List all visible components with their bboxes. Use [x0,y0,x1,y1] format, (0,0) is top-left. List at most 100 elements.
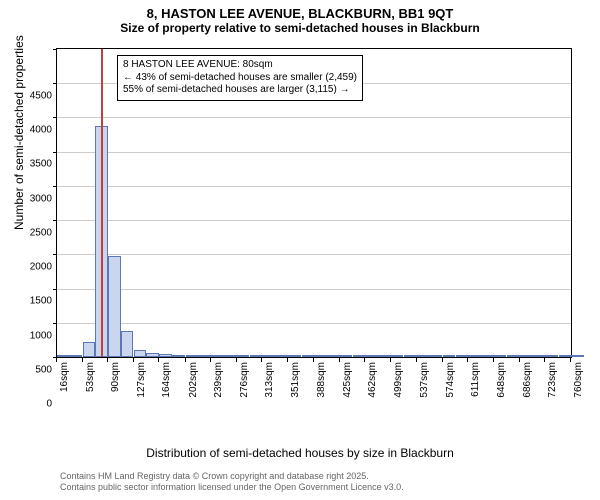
xtick-mark [56,358,57,362]
histogram-bar [288,355,301,357]
gridline-h [57,152,571,153]
ytick-mark [53,186,57,187]
ytick-label: 500 [12,364,52,375]
xtick-mark [313,358,314,362]
histogram-bar [69,355,82,357]
annotation-box: 8 HASTON LEE AVENUE: 80sqm ← 43% of semi… [117,55,363,101]
annotation-line-1: 8 HASTON LEE AVENUE: 80sqm [123,59,357,72]
histogram-bar [146,353,159,357]
ytick-label: 3500 [12,159,52,170]
ytick-mark [53,83,57,84]
xtick-mark [442,358,443,362]
annotation-line-3: 55% of semi-detached houses are larger (… [123,84,357,97]
xtick-mark [390,358,391,362]
histogram-bar [121,331,134,357]
histogram-bar [353,355,366,357]
xtick-label: 499sqm [393,362,404,398]
xtick-label: 686sqm [522,362,533,398]
histogram-bar [378,355,391,357]
xtick-mark [339,358,340,362]
ytick-mark [53,289,57,290]
xtick-label: 537sqm [419,362,430,398]
histogram-bar [340,355,353,357]
histogram-bar [108,256,121,357]
histogram-bar [275,355,288,357]
xtick-label: 648sqm [496,362,507,398]
xtick-label: 53sqm [85,362,96,392]
histogram-bar [237,355,250,357]
xtick-mark [519,358,520,362]
histogram-bar [134,350,147,357]
histogram-bar [224,355,237,357]
gridline-h [57,220,571,221]
histogram-bar [456,355,469,357]
property-marker-line [101,49,103,357]
xtick-label: 351sqm [290,362,301,398]
xtick-label: 388sqm [316,362,327,398]
gridline-h [57,186,571,187]
xtick-label: 760sqm [573,362,584,398]
xtick-mark [570,358,571,362]
histogram-bar [211,355,224,357]
chart-title: 8, HASTON LEE AVENUE, BLACKBURN, BB1 9QT [0,0,600,21]
annotation-line-2: ← 43% of semi-detached houses are smalle… [123,72,357,85]
xtick-label: 611sqm [470,362,481,397]
histogram-bar [186,355,199,357]
xtick-label: 239sqm [213,362,224,398]
xtick-label: 16sqm [59,362,70,392]
xtick-label: 462sqm [367,362,378,398]
xtick-mark [185,358,186,362]
xtick-mark [416,358,417,362]
ytick-mark [53,49,57,50]
histogram-bar [250,355,263,357]
histogram-bar [545,355,558,357]
xtick-mark [158,358,159,362]
xtick-label: 574sqm [445,362,456,398]
histogram-bar [57,355,70,357]
xtick-label: 90sqm [110,362,121,392]
ytick-label: 2000 [12,262,52,273]
footer-line-1: Contains HM Land Registry data © Crown c… [60,471,404,483]
xtick-mark [210,358,211,362]
ytick-mark [53,323,57,324]
histogram-bar [468,355,481,357]
xtick-mark [236,358,237,362]
footer-attribution: Contains HM Land Registry data © Crown c… [60,471,404,494]
xtick-label: 276sqm [239,362,250,398]
xtick-label: 723sqm [547,362,558,398]
histogram-bar [302,355,315,357]
ytick-label: 3000 [12,193,52,204]
ytick-mark [53,117,57,118]
histogram-bar [172,355,185,357]
xtick-mark [364,358,365,362]
ytick-label: 4000 [12,125,52,136]
xtick-mark [467,358,468,362]
xtick-mark [82,358,83,362]
ytick-mark [53,254,57,255]
ytick-mark [53,220,57,221]
gridline-h [57,323,571,324]
xtick-label: 202sqm [188,362,199,398]
histogram-bar [494,355,507,357]
histogram-bar [365,355,378,357]
histogram-bar [532,355,545,357]
xtick-mark [544,358,545,362]
xtick-label: 164sqm [161,362,172,398]
histogram-bar [83,342,96,357]
histogram-bar [327,355,340,357]
plot-area: 8 HASTON LEE AVENUE: 80sqm ← 43% of semi… [56,48,572,418]
ytick-label: 1000 [12,330,52,341]
xtick-mark [133,358,134,362]
ytick-label: 4500 [12,91,52,102]
gridline-h [57,289,571,290]
xtick-mark [107,358,108,362]
ytick-label: 0 [12,399,52,410]
xtick-mark [493,358,494,362]
gridline-h [57,117,571,118]
ytick-mark [53,152,57,153]
xtick-label: 313sqm [264,362,275,398]
histogram-bar [443,355,456,357]
histogram-bar [198,355,211,357]
gridline-h [57,254,571,255]
histogram-bar [429,355,442,357]
